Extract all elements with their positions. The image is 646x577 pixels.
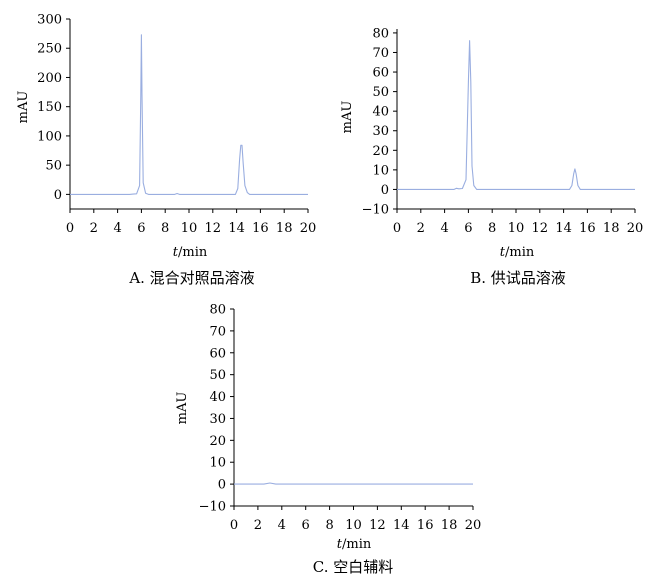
x-tick-label: 12 xyxy=(369,518,386,533)
x-tick-label: 14 xyxy=(393,518,410,533)
panel-b-chromatogram: mAU t/min B. 供试品溶液 −10 0 10 20 30 40 50 60 70 80 0… xyxy=(340,26,643,287)
chromatogram-trace xyxy=(234,482,473,485)
x-tick-label: 6 xyxy=(302,518,310,533)
x-tick-label: 2 xyxy=(254,518,262,533)
y-tick-label: 60 xyxy=(209,346,226,361)
y-tick-label: 150 xyxy=(37,100,62,115)
x-tick-label: 16 xyxy=(579,221,596,236)
y-tick-label: 50 xyxy=(372,85,389,100)
y-tick-label: 70 xyxy=(209,324,226,339)
x-axis-label-variable: t xyxy=(173,245,179,260)
x-tick-label: 20 xyxy=(465,518,482,533)
x-tick-label: 2 xyxy=(417,221,425,236)
x-tick-label: 20 xyxy=(300,221,317,236)
x-tick-label: 2 xyxy=(90,221,98,236)
panel-caption: C. 空白辅料 xyxy=(313,558,393,576)
x-tick-label: 0 xyxy=(393,221,401,236)
panel-a-chromatogram: mAU t/min A. 混合对照品溶液 0 50 100 150 200 250 300 0… xyxy=(16,13,316,288)
y-tick-label: 80 xyxy=(372,26,389,41)
x-tick-label: 8 xyxy=(325,518,333,533)
x-tick-label: 10 xyxy=(508,221,525,236)
x-axis-label-unit: /min xyxy=(178,245,208,260)
x-tick-label: 16 xyxy=(417,518,434,533)
x-axis-label-variable: t xyxy=(500,245,506,260)
x-tick-label: 4 xyxy=(278,518,286,533)
x-tick-label: 12 xyxy=(205,221,222,236)
x-axis-label: t/min xyxy=(173,245,208,260)
x-tick-label: 14 xyxy=(228,221,245,236)
y-tick-label: −10 xyxy=(362,203,389,218)
y-tick-label: 0 xyxy=(381,183,389,198)
y-tick-label: 20 xyxy=(209,434,226,449)
y-tick-label: 200 xyxy=(37,71,62,86)
y-tick-label: 300 xyxy=(37,13,62,28)
x-tick-label: 0 xyxy=(230,518,238,533)
x-axis-label-unit: /min xyxy=(342,537,372,552)
chromatogram-trace xyxy=(397,40,635,190)
x-tick-label: 12 xyxy=(532,221,549,236)
panel-caption: A. 混合对照品溶液 xyxy=(128,269,254,287)
x-tick-label: 10 xyxy=(345,518,362,533)
y-tick-label: 80 xyxy=(209,303,226,318)
y-tick-label: 30 xyxy=(209,412,226,427)
y-tick-label: 60 xyxy=(372,66,389,81)
y-tick-label: 50 xyxy=(45,159,62,174)
x-tick-label: 18 xyxy=(441,518,458,533)
x-tick-label: 10 xyxy=(181,221,198,236)
x-tick-label: 14 xyxy=(555,221,572,236)
y-tick-label: 10 xyxy=(209,456,226,471)
x-tick-label: 0 xyxy=(66,221,74,236)
y-tick-label: 0 xyxy=(218,478,226,493)
x-tick-label: 18 xyxy=(276,221,293,236)
x-tick-label: 6 xyxy=(137,221,145,236)
y-tick-label: 100 xyxy=(37,129,62,144)
x-tick-label: 6 xyxy=(464,221,472,236)
x-axis-label: t/min xyxy=(500,245,535,260)
y-tick-label: 70 xyxy=(372,46,389,61)
y-tick-label: 250 xyxy=(37,42,62,57)
y-tick-label: −10 xyxy=(199,500,226,515)
y-axis-label: mAU xyxy=(340,101,355,134)
y-tick-label: 50 xyxy=(209,368,226,383)
x-tick-label: 4 xyxy=(440,221,448,236)
x-tick-label: 20 xyxy=(627,221,644,236)
y-tick-label: 30 xyxy=(372,124,389,139)
y-axis-label: mAU xyxy=(175,392,190,425)
x-axis-label: t/min xyxy=(337,537,372,552)
y-tick-label: 40 xyxy=(209,390,226,405)
y-tick-label: 10 xyxy=(372,163,389,178)
panel-caption: B. 供试品溶液 xyxy=(470,269,566,287)
y-tick-label: 0 xyxy=(54,188,62,203)
x-tick-label: 8 xyxy=(488,221,496,236)
x-axis-label-variable: t xyxy=(337,537,343,552)
panel-c-chromatogram: mAU t/min C. 空白辅料 −10 0 10 20 30 40 50 60 70 80 0 2… xyxy=(175,303,481,577)
x-axis-label-unit: /min xyxy=(505,245,535,260)
x-tick-label: 4 xyxy=(113,221,121,236)
y-tick-label: 40 xyxy=(372,105,389,120)
chromatogram-trace xyxy=(70,34,308,195)
x-tick-label: 16 xyxy=(252,221,269,236)
x-tick-label: 8 xyxy=(161,221,169,236)
y-axis-label: mAU xyxy=(16,91,31,124)
x-tick-label: 18 xyxy=(603,221,620,236)
y-tick-label: 20 xyxy=(372,144,389,159)
